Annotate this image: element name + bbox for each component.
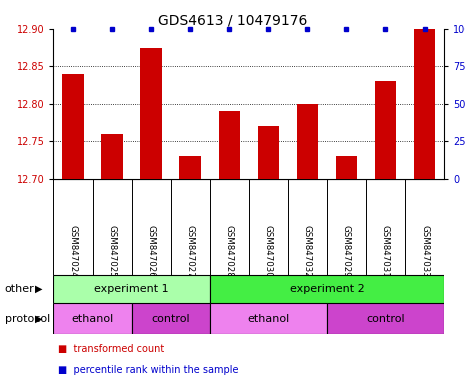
- Text: GSM847031: GSM847031: [381, 225, 390, 277]
- Text: ethanol: ethanol: [247, 314, 289, 324]
- Bar: [132, 303, 210, 334]
- Text: ■  percentile rank within the sample: ■ percentile rank within the sample: [58, 365, 239, 375]
- Text: control: control: [151, 314, 190, 324]
- Bar: [179, 156, 201, 179]
- Bar: [336, 156, 357, 179]
- Text: GSM847028: GSM847028: [225, 225, 234, 277]
- Text: GDS4613 / 10479176: GDS4613 / 10479176: [158, 13, 307, 27]
- Bar: [219, 111, 240, 179]
- Text: GSM847030: GSM847030: [264, 225, 273, 277]
- Bar: [53, 303, 132, 334]
- Bar: [53, 275, 210, 303]
- Text: ▶: ▶: [35, 314, 42, 324]
- Bar: [327, 303, 444, 334]
- Text: experiment 2: experiment 2: [290, 284, 364, 294]
- Text: control: control: [366, 314, 405, 324]
- Text: GSM847024: GSM847024: [68, 225, 78, 277]
- Bar: [62, 74, 84, 179]
- Text: experiment 1: experiment 1: [94, 284, 169, 294]
- Text: GSM847025: GSM847025: [107, 225, 117, 277]
- Text: GSM847027: GSM847027: [186, 225, 195, 277]
- Text: ethanol: ethanol: [72, 314, 113, 324]
- Bar: [140, 48, 162, 179]
- Text: GSM847029: GSM847029: [342, 225, 351, 277]
- Text: ■  transformed count: ■ transformed count: [58, 344, 164, 354]
- Text: ▶: ▶: [35, 284, 42, 294]
- Text: other: other: [5, 284, 34, 294]
- Bar: [297, 104, 318, 179]
- Text: GSM847033: GSM847033: [420, 225, 429, 277]
- Bar: [258, 126, 279, 179]
- Bar: [414, 29, 435, 179]
- Bar: [210, 303, 327, 334]
- Bar: [101, 134, 123, 179]
- Bar: [375, 81, 396, 179]
- Text: GSM847026: GSM847026: [146, 225, 156, 277]
- Text: GSM847032: GSM847032: [303, 225, 312, 277]
- Bar: [210, 275, 444, 303]
- Text: protocol: protocol: [5, 314, 50, 324]
